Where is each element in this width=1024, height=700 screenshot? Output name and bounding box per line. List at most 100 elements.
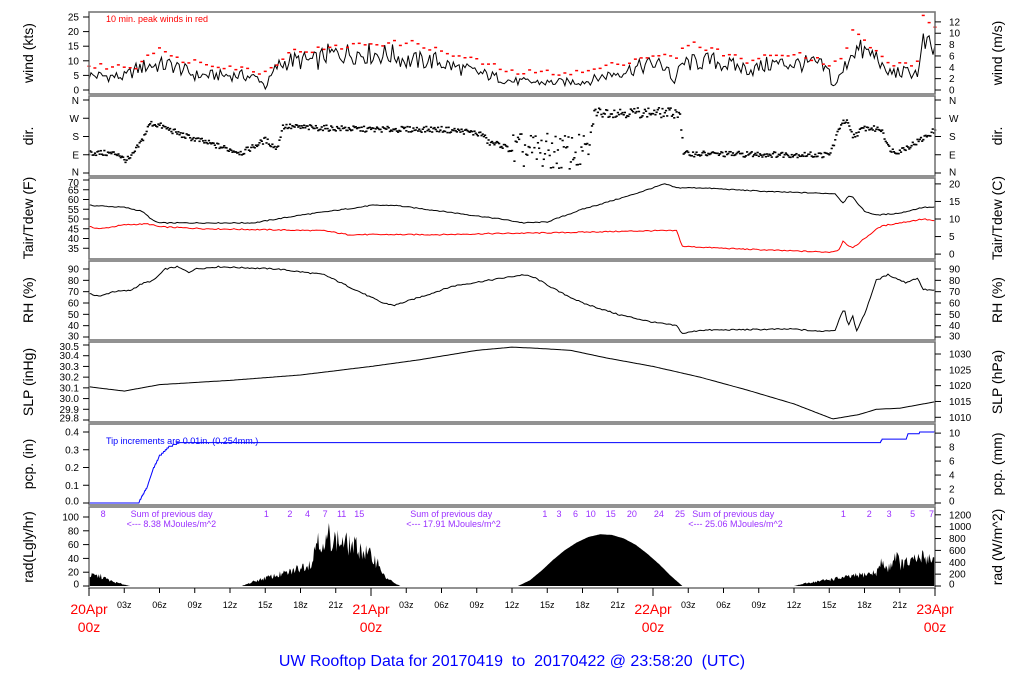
dir-point: [351, 129, 354, 131]
dir-point: [600, 113, 603, 116]
dir-right-tick-label: N: [949, 96, 956, 107]
dir-point: [753, 154, 756, 156]
dir-point: [166, 126, 169, 129]
dir-point: [455, 131, 458, 133]
dir-point: [533, 146, 536, 149]
dir-point: [418, 128, 421, 131]
dir-point: [105, 154, 108, 157]
dir-point: [250, 146, 253, 149]
dir-point: [519, 133, 522, 135]
rh-panel-frame: [88, 260, 936, 341]
dir-point: [599, 108, 602, 111]
dir-point: [445, 126, 448, 129]
dir-point: [663, 111, 666, 114]
dir-point: [593, 109, 596, 112]
dir-point: [137, 146, 140, 148]
dir-point: [501, 147, 504, 149]
dir-point: [415, 126, 419, 129]
dir-point: [170, 130, 173, 133]
dir-point: [461, 130, 464, 133]
dir-point: [350, 129, 353, 132]
x-tick-label: 03z: [681, 600, 696, 610]
dir-point: [764, 155, 767, 158]
dir-point: [374, 128, 377, 130]
rad-hour-count: 20: [627, 509, 637, 519]
dir-point: [294, 124, 297, 126]
dir-point: [285, 123, 288, 126]
x-tick-label: 12z: [505, 600, 520, 610]
dir-point: [617, 113, 621, 116]
dir-point: [558, 167, 561, 169]
dir-point: [466, 129, 469, 132]
dir-point: [304, 126, 307, 129]
temp-left-tick-label: 70: [68, 178, 80, 189]
dir-point: [641, 115, 644, 117]
dir-point: [100, 153, 104, 156]
dir-point: [755, 154, 758, 157]
rh-line: [88, 265, 936, 334]
dir-point: [646, 115, 649, 118]
dir-point: [615, 115, 618, 117]
dir-point: [760, 154, 763, 156]
rad-hour-count: 25: [675, 509, 685, 519]
dir-point: [718, 153, 722, 155]
dir-point: [924, 134, 927, 137]
dir-point: [804, 155, 807, 158]
rad-right-tick-label: 1000: [949, 522, 972, 533]
dir-point: [596, 111, 599, 114]
dir-point: [758, 153, 762, 155]
dir-point: [401, 126, 404, 129]
x-tick-label: 03z: [399, 600, 414, 610]
dir-point: [214, 146, 218, 149]
dir-point: [682, 153, 685, 155]
dir-point: [251, 144, 254, 146]
dir-point: [630, 109, 634, 112]
dir-point: [914, 143, 917, 146]
dir-point: [841, 122, 844, 125]
dir-point: [508, 150, 511, 152]
day-time-label: 00z: [642, 619, 665, 635]
x-tick-label: 18z: [857, 600, 872, 610]
dir-point: [348, 128, 352, 131]
dir-point: [574, 151, 577, 154]
dir-point: [720, 151, 723, 153]
dir-point: [897, 152, 900, 155]
dir-point: [125, 159, 128, 161]
dir-point: [368, 126, 372, 129]
dir-point: [307, 128, 310, 131]
slp-left-tick-label: 30.4: [60, 351, 80, 362]
dir-point: [346, 129, 349, 132]
dir-point: [446, 131, 449, 134]
dir-point: [695, 151, 698, 154]
dir-point: [581, 150, 584, 152]
dir-point: [95, 154, 98, 157]
x-tick-label: 09z: [187, 600, 202, 610]
dir-point: [627, 115, 630, 118]
dir-point: [590, 125, 594, 127]
day-date-label: 20Apr: [70, 601, 108, 617]
dir-point: [444, 130, 447, 133]
x-tick-label: 06z: [716, 600, 731, 610]
dir-point: [207, 139, 211, 142]
dir-point: [620, 113, 623, 115]
dir-point: [218, 147, 221, 150]
dir-point: [580, 146, 583, 148]
dir-point: [874, 130, 877, 132]
dir-point: [132, 151, 135, 154]
dir-point: [131, 152, 134, 154]
dir-point: [911, 141, 914, 144]
dir-point: [784, 152, 787, 154]
dir-point: [613, 109, 616, 112]
peak-wind-note: 10 min. peak winds in red: [106, 14, 208, 24]
dir-point: [572, 158, 575, 161]
dir-point: [602, 112, 605, 115]
dir-point: [648, 112, 651, 115]
dir-point: [397, 131, 400, 133]
dir-point: [932, 132, 936, 134]
dir-point: [496, 141, 500, 144]
dir-point: [259, 139, 262, 141]
dir-point: [785, 153, 789, 156]
dir-point: [840, 124, 843, 126]
dir-point: [280, 130, 283, 132]
dir-point: [387, 126, 390, 129]
